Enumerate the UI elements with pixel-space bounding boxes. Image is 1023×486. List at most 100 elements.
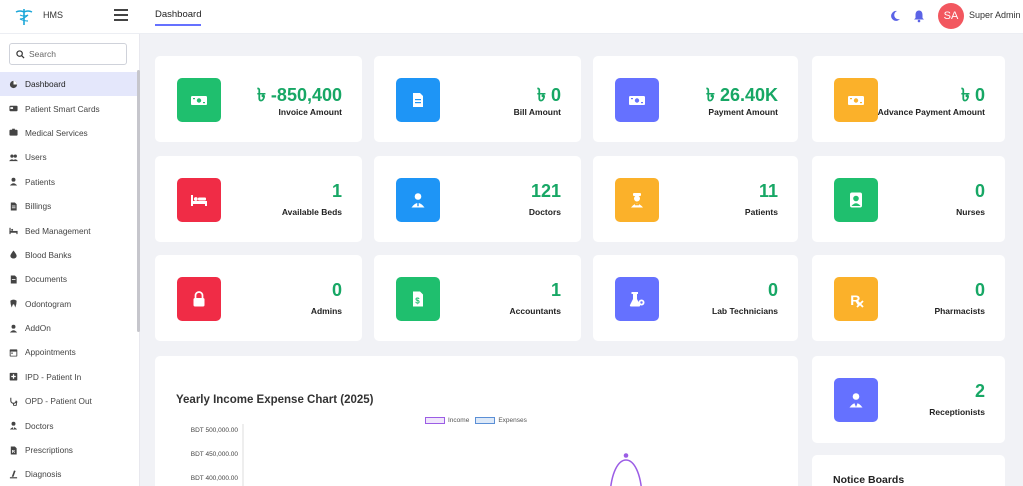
sidebar-item-ipd-patient-in[interactable]: IPD - Patient In: [0, 365, 137, 389]
moon-icon[interactable]: [888, 9, 902, 23]
svg-text:$: $: [415, 297, 420, 306]
stat-card-admins[interactable]: 0 Admins: [155, 255, 362, 341]
notice-board-card: Notice Boards: [812, 455, 1005, 486]
legend-swatch-income: [425, 417, 445, 424]
stat-value: 1: [331, 181, 342, 201]
stat-value: 121: [530, 181, 561, 201]
sidebar-item-label: Medical Services: [25, 127, 88, 138]
services-icon: [9, 129, 18, 137]
y-tick-label: BDT 450,000.00: [191, 451, 239, 458]
sidebar-item-users[interactable]: Users: [0, 145, 137, 169]
lab-icon: [615, 277, 659, 321]
top-header: HMS Dashboard SA Super Admin ˅: [0, 0, 1023, 34]
app-name: HMS: [43, 10, 63, 20]
chart-plot: BDT 500,000.00 BDT 450,000.00 BDT 400,000.…: [191, 424, 642, 486]
search-input[interactable]: [29, 49, 119, 59]
ipd-icon: [9, 373, 18, 381]
dashboard-icon: [9, 80, 18, 88]
bell-icon[interactable]: [912, 9, 926, 23]
stat-value: 0: [331, 280, 342, 300]
stat-label: Invoice Amount: [278, 107, 342, 117]
sidebar-item-label: Patients: [25, 176, 55, 187]
sidebar-item-opd-patient-out[interactable]: OPD - Patient Out: [0, 389, 137, 413]
menu-toggle-icon[interactable]: [114, 9, 128, 21]
patient-icon: [615, 178, 659, 222]
user-menu[interactable]: Super Admin ˅: [969, 10, 1023, 20]
sidebar-item-blood-banks[interactable]: Blood Banks: [0, 243, 137, 267]
sidebar-item-billings[interactable]: Billings: [0, 194, 137, 218]
stat-value: 0: [974, 181, 985, 201]
sidebar-item-odontogram[interactable]: Odontogram: [0, 292, 137, 316]
svg-text:R: R: [12, 449, 16, 454]
sidebar-scrollbar[interactable]: [137, 70, 140, 332]
sidebar-item-patients[interactable]: Patients: [0, 170, 137, 194]
sidebar-item-bed-management[interactable]: Bed Management: [0, 218, 137, 242]
stat-card-nurses[interactable]: 0 Nurses: [812, 156, 1005, 242]
stat-label: Receptionists: [929, 407, 985, 417]
chart-title: Yearly Income Expense Chart (2025): [176, 394, 374, 406]
sidebar: Dashboard Patient Smart Cards Medical Serv…: [0, 34, 140, 486]
sidebar-item-dashboard[interactable]: Dashboard: [0, 72, 137, 97]
stat-label: Advance Payment Amount: [877, 107, 985, 117]
sidebar-item-doctors[interactable]: Doctors: [0, 413, 137, 437]
stat-value: 0: [767, 280, 778, 300]
diagnosis-icon: [9, 470, 18, 479]
sidebar-item-documents[interactable]: Documents: [0, 267, 137, 291]
stat-value: 11: [758, 181, 778, 201]
stat-card-payment-amount[interactable]: ৳ 26.40K Payment Amount: [593, 56, 798, 142]
stat-card-patients[interactable]: 11 Patients: [593, 156, 798, 242]
stat-card-bill-amount[interactable]: ৳ 0 Bill Amount: [374, 56, 581, 142]
search-icon: [16, 49, 25, 59]
legend-label-expenses: Expenses: [498, 417, 527, 424]
sidebar-item-patient-smart-cards[interactable]: Patient Smart Cards: [0, 96, 137, 120]
sidebar-item-appointments[interactable]: Appointments: [0, 340, 137, 364]
sidebar-item-prescriptions[interactable]: R Prescriptions: [0, 438, 137, 462]
doctor-icon: [396, 178, 440, 222]
stat-card-lab-technicians[interactable]: 0 Lab Technicians: [593, 255, 798, 341]
receptionist-icon: [834, 378, 878, 422]
y-tick-label: BDT 400,000.00: [191, 475, 239, 482]
money-icon: [615, 78, 659, 122]
sidebar-menu: Dashboard Patient Smart Cards Medical Serv…: [0, 72, 137, 486]
stat-card-receptionists[interactable]: 2 Receptionists: [812, 356, 1005, 443]
document-icon: [10, 275, 17, 284]
sidebar-item-label: Blood Banks: [25, 249, 72, 260]
stat-label: Accountants: [509, 306, 561, 316]
avatar[interactable]: SA: [938, 3, 964, 29]
legend-label-income: Income: [448, 417, 470, 424]
sidebar-item-label: Users: [25, 152, 47, 163]
stat-value: ৳ 0: [537, 85, 561, 105]
stat-card-accountants[interactable]: $1 Accountants: [374, 255, 581, 341]
stat-value: 1: [550, 280, 561, 300]
stat-card-doctors[interactable]: 121 Doctors: [374, 156, 581, 242]
legend-item-income[interactable]: Income: [425, 417, 469, 424]
prescription-icon: R: [10, 445, 17, 455]
stat-card-pharmacists[interactable]: R 0 Pharmacists: [812, 255, 1005, 341]
legend-item-expenses[interactable]: Expenses: [475, 417, 527, 424]
addon-icon: [9, 324, 18, 333]
y-tick-label: BDT 500,000.00: [191, 427, 239, 434]
stat-label: Doctors: [528, 207, 561, 217]
money-icon: [834, 78, 878, 122]
caduceus-logo-icon[interactable]: [14, 7, 34, 27]
sidebar-item-label: Bed Management: [25, 225, 91, 236]
sidebar-item-medical-services[interactable]: Medical Services: [0, 121, 137, 145]
patient-icon: [9, 177, 18, 186]
tab-dashboard[interactable]: Dashboard: [155, 9, 202, 26]
doctor-icon: [9, 421, 18, 430]
income-series-line: [610, 459, 642, 486]
sidebar-item-diagnosis[interactable]: Diagnosis: [0, 462, 137, 486]
stat-card-invoice-amount[interactable]: ৳ -850,400 Invoice Amount: [155, 56, 362, 142]
stat-value: 2: [974, 381, 985, 401]
search-box[interactable]: [9, 43, 127, 65]
lock-icon: [177, 277, 221, 321]
legend-swatch-expenses: [475, 417, 496, 424]
stat-card-available-beds[interactable]: 1 Available Beds: [155, 156, 362, 242]
sidebar-item-label: Diagnosis: [25, 469, 62, 480]
sidebar-item-addon[interactable]: AddOn: [0, 316, 137, 340]
income-peak-point[interactable]: [623, 453, 629, 458]
stat-value: 0: [974, 280, 985, 300]
stat-card-advance-payment-amount[interactable]: ৳ 0 Advance Payment Amount: [812, 56, 1005, 142]
nurse-icon: [834, 178, 878, 222]
document-icon: [396, 78, 440, 122]
